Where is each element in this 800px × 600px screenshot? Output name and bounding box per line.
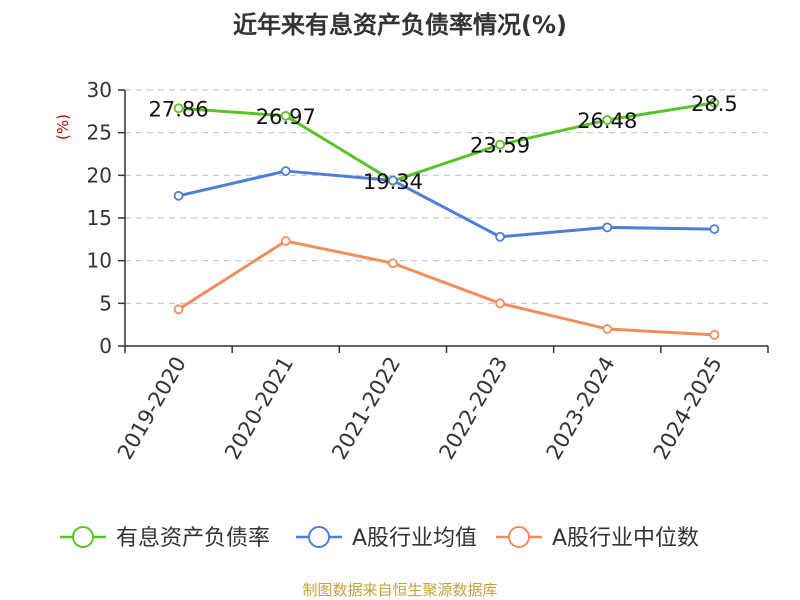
- data-point: [602, 115, 613, 125]
- data-label: 26.48: [577, 109, 637, 133]
- grid-lines: [125, 89, 768, 304]
- source-note: 制图数据来自恒生聚源数据库: [302, 581, 497, 599]
- axes: [118, 89, 769, 353]
- series-line: [178, 101, 715, 183]
- data-point: [495, 298, 505, 309]
- y-tick-label: 20: [87, 163, 112, 187]
- data-point: [602, 222, 613, 233]
- data-point: [602, 324, 613, 334]
- data-point: [709, 330, 720, 340]
- x-tick-label: 2020-2021: [220, 353, 298, 464]
- data-point: [495, 231, 505, 242]
- y-axis-label: (%): [54, 114, 72, 140]
- series-group: 27.86 26.97 19.34 23.59 26.48 28.5: [149, 92, 738, 340]
- data-point: [709, 224, 720, 234]
- y-tick-label: 25: [87, 121, 112, 145]
- data-point: [280, 236, 291, 246]
- legend-marker: [308, 526, 330, 548]
- series-line: [178, 169, 715, 239]
- y-tick-label: 15: [87, 206, 112, 230]
- data-label: 27.86: [149, 97, 209, 121]
- y-tick-label: 0: [99, 334, 112, 358]
- x-tick-label: 2019-2020: [113, 353, 191, 464]
- y-tick-label: 10: [87, 249, 112, 273]
- x-tick-label: 2023-2024: [542, 353, 620, 464]
- legend-label: A股行业均值: [352, 526, 477, 551]
- series-line: [177, 239, 715, 337]
- y-tick-label: 30: [87, 78, 112, 102]
- data-label: 28.5: [691, 92, 738, 116]
- data-point: [173, 304, 184, 315]
- legend-marker: [508, 526, 530, 548]
- data-label: 23.59: [470, 134, 530, 158]
- data-label: 26.97: [256, 105, 316, 129]
- y-tick-labels: 0 5 10 15 20 25 30: [87, 78, 112, 358]
- legend: 有息资产负债率 A股行业均值 A股行业中位数: [60, 526, 699, 551]
- x-tick-label: 2024-2025: [649, 353, 727, 464]
- data-label: 19.34: [363, 170, 423, 194]
- data-point: [388, 258, 398, 269]
- data-point: [280, 110, 291, 121]
- legend-label: 有息资产负债率: [116, 526, 270, 551]
- x-tick-labels: 2019-2020 2020-2021 2021-2022 2022-2023 2023…: [113, 352, 727, 463]
- legend-marker: [72, 526, 94, 548]
- legend-label: A股行业中位数: [552, 526, 699, 551]
- chart-title: 近年来有息资产负债率情况(%): [233, 11, 567, 39]
- data-point: [495, 139, 505, 150]
- data-point: [173, 103, 184, 114]
- data-point: [173, 190, 184, 201]
- y-tick-label: 5: [99, 291, 112, 315]
- x-tick-label: 2022-2023: [434, 353, 512, 464]
- data-point: [388, 175, 398, 186]
- data-point: [280, 166, 291, 176]
- data-point: [709, 97, 720, 108]
- x-tick-label: 2021-2022: [327, 352, 405, 463]
